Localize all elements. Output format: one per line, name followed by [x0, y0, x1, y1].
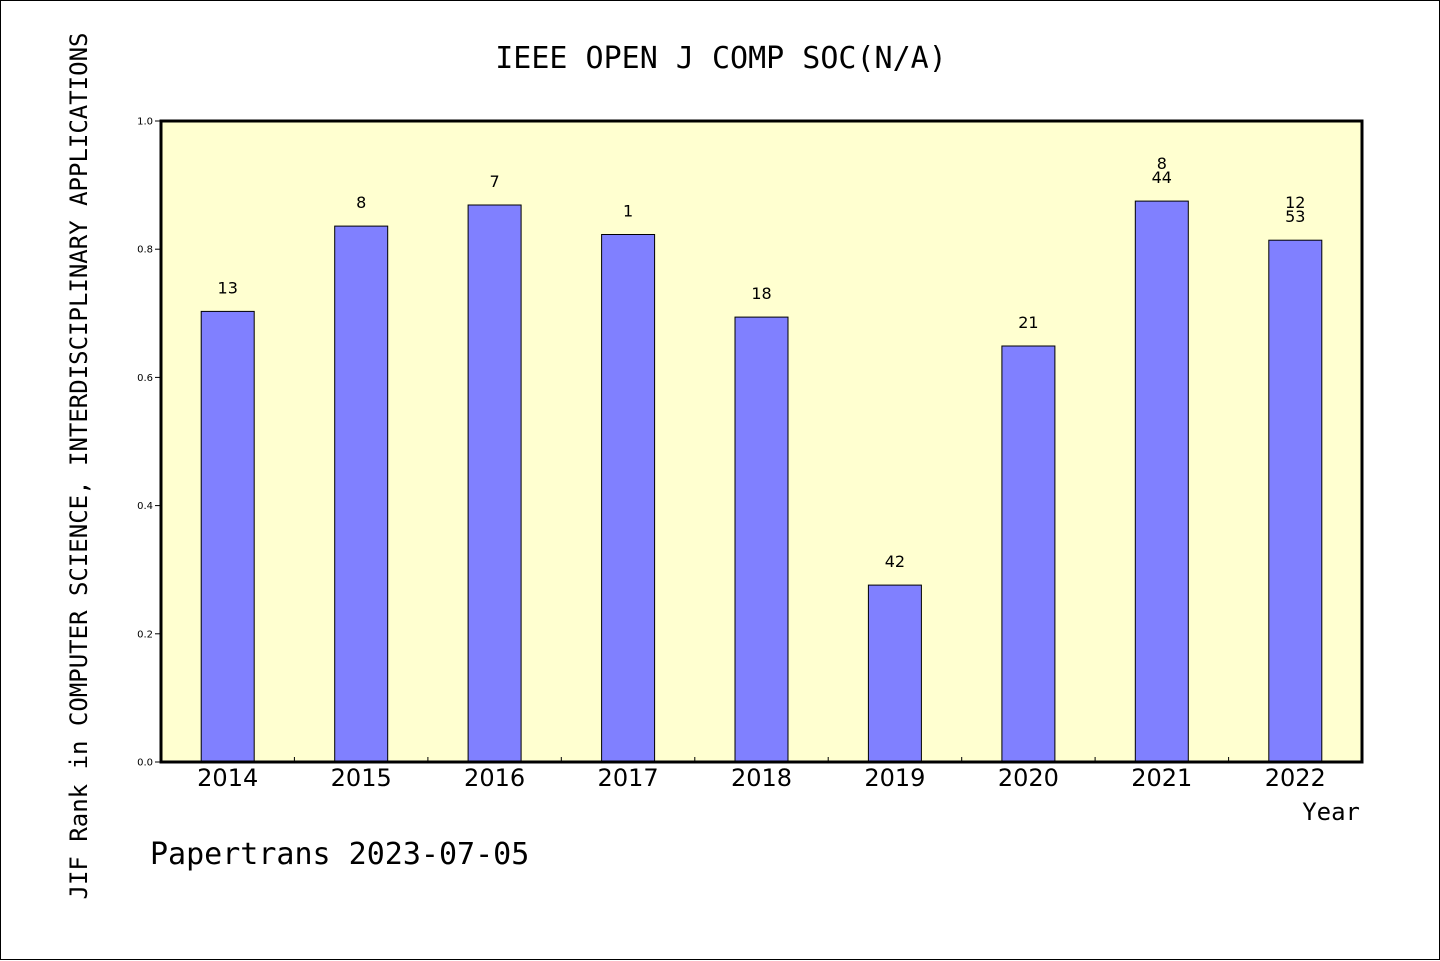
data-label-2014-1: 13 [218, 278, 238, 297]
data-label-2021-1: 8 [1157, 154, 1167, 173]
x-tick-label-2019: 2019 [864, 764, 925, 792]
x-tick-label-2018: 2018 [731, 764, 792, 792]
x-tick-label-2020: 2020 [998, 764, 1059, 792]
data-label-2017-1: 1 [623, 202, 633, 221]
bar-2016 [467, 204, 522, 763]
data-label-2022-2: 53 [1285, 207, 1305, 226]
y-axis-ticks: 0.0 0.2 0.4 0.6 0.8 1.0 [137, 117, 161, 769]
bar-2019 [867, 584, 922, 763]
y-tick-label-3: 0.6 [137, 373, 153, 384]
footer-date-text: Papertrans 2023-07-05 [150, 837, 529, 872]
y-tick-label-0: 0.0 [137, 758, 153, 769]
chart-title: IEEE OPEN J COMP SOC(N/A) [495, 41, 947, 76]
bar-2020 [1001, 345, 1056, 763]
bar-2018 [734, 316, 789, 763]
bar-2017 [601, 234, 656, 763]
x-tick-label-2016: 2016 [464, 764, 525, 792]
data-label-2016-1: 7 [490, 172, 500, 191]
data-label-2020-1: 21 [1018, 313, 1038, 332]
bar-2015 [334, 225, 389, 763]
bar-2022 [1268, 239, 1323, 763]
x-tick-label-2021: 2021 [1131, 764, 1192, 792]
data-label-2018-1: 18 [751, 284, 771, 303]
x-axis-ticks: 2014 2015 2016 2017 2018 2019 2020 2021 2022 [197, 757, 1326, 792]
bar-2021 [1134, 200, 1189, 763]
x-tick-label-2017: 2017 [598, 764, 659, 792]
data-label-2019-1: 42 [885, 552, 905, 571]
bar-2014 [200, 310, 255, 763]
data-label-2021-2: 44 [1152, 168, 1172, 187]
data-label-2015-1: 8 [356, 193, 366, 212]
y-tick-label-1: 0.2 [137, 629, 153, 640]
y-tick-label-5: 1.0 [137, 117, 153, 128]
x-tick-label-2014: 2014 [197, 764, 258, 792]
data-label-2022-1: 12 [1285, 193, 1305, 212]
y-axis-label: JIF Rank in COMPUTER SCIENCE, INTERDISCI… [65, 33, 93, 900]
x-tick-label-2015: 2015 [331, 764, 392, 792]
x-axis-label: Year [1302, 798, 1360, 826]
y-tick-label-4: 0.8 [137, 245, 153, 256]
plot-frame [159, 119, 1364, 764]
y-tick-label-2: 0.4 [137, 501, 153, 512]
x-tick-label-2022: 2022 [1265, 764, 1326, 792]
